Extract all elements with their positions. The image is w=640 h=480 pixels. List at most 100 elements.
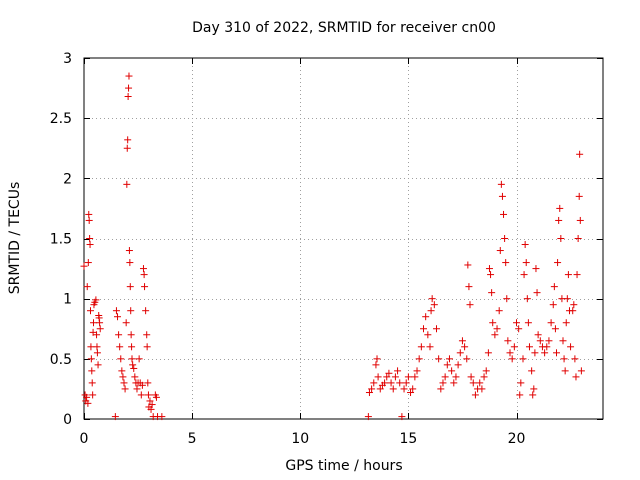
data-point [413, 367, 421, 375]
data-point [139, 265, 147, 273]
y-axis-label: SRMTID / TECUs [7, 182, 23, 295]
data-point [119, 373, 127, 381]
data-point [394, 367, 402, 375]
data-point [515, 325, 523, 333]
data-point [86, 235, 94, 242]
y-tick-label: 3 [63, 51, 72, 67]
data-point [117, 355, 125, 363]
data-point [524, 319, 532, 327]
data-point [411, 373, 419, 381]
data-point [404, 373, 412, 381]
data-point [504, 337, 512, 345]
chart-title: Day 310 of 2022, SRMTID for receiver cn0… [192, 20, 496, 36]
data-point [115, 331, 123, 339]
data-point [467, 373, 475, 381]
axes-ticks: 0 5 10 15 20 0 0.5 1 1.5 2 2.5 3 [50, 51, 603, 447]
data-point [482, 367, 490, 375]
data-point [543, 343, 551, 351]
data-point [437, 385, 445, 393]
data-point [520, 271, 528, 279]
data-point [443, 361, 451, 369]
data-point [128, 355, 136, 363]
data-point [550, 283, 558, 291]
data-point [531, 349, 539, 357]
data-point [86, 307, 94, 315]
data-point [495, 307, 503, 315]
data-point [135, 355, 143, 363]
data-point [525, 343, 533, 351]
data-point [400, 385, 408, 393]
data-point [456, 349, 464, 357]
data-point [547, 319, 555, 327]
x-tick-label: 10 [291, 431, 309, 447]
data-point [503, 295, 511, 303]
data-point [88, 379, 96, 387]
data-point [114, 313, 122, 321]
x-tick-label: 15 [399, 431, 417, 447]
data-point [488, 289, 496, 297]
data-point [84, 399, 92, 407]
data-point [87, 355, 95, 363]
data-point [143, 343, 151, 351]
data-point [516, 391, 524, 399]
y-tick-label: 2 [63, 171, 72, 187]
data-point [452, 373, 460, 381]
data-point [510, 343, 518, 351]
y-tick-label: 1 [63, 292, 72, 308]
data-point [125, 84, 133, 92]
data-point [569, 307, 577, 315]
data-point [387, 379, 395, 387]
data-point [466, 301, 474, 309]
data-point [493, 325, 501, 333]
data-point [428, 295, 436, 303]
data-point [571, 355, 579, 363]
data-point [498, 192, 506, 200]
data-point [465, 283, 473, 291]
data-point [517, 379, 525, 387]
data-point [491, 331, 499, 339]
data-point [142, 307, 150, 315]
y-tick-label: 0.5 [50, 352, 72, 368]
data-point [409, 385, 417, 393]
data-point [385, 369, 393, 377]
data-point [124, 93, 132, 101]
data-point [391, 373, 399, 381]
data-point [116, 343, 124, 351]
data-point [94, 361, 102, 369]
data-point [83, 283, 91, 291]
data-point [476, 379, 484, 387]
data-point [528, 367, 536, 375]
data-point [497, 180, 505, 188]
data-point [141, 283, 149, 291]
data-point [383, 373, 391, 381]
data-point [138, 381, 146, 389]
data-point [534, 331, 542, 339]
grid [84, 58, 603, 419]
data-point [381, 379, 389, 387]
data-point [573, 271, 581, 279]
data-point [484, 349, 492, 357]
y-tick-label: 2.5 [50, 111, 72, 127]
data-point [93, 343, 101, 351]
data-point [523, 295, 531, 303]
data-point [426, 343, 434, 351]
data-point [415, 355, 423, 363]
data-point [563, 295, 571, 303]
data-point [127, 307, 135, 315]
x-tick-label: 5 [188, 431, 197, 447]
data-point [147, 405, 155, 413]
data-point [130, 364, 138, 372]
data-point [121, 385, 129, 393]
data-point [480, 373, 488, 381]
data-point [422, 313, 430, 321]
data-point [485, 265, 493, 273]
data-point [427, 307, 435, 315]
data-point [370, 379, 378, 387]
data-point [564, 271, 572, 279]
data-point [111, 413, 119, 421]
data-point [435, 355, 443, 363]
data-point [567, 343, 575, 351]
data-point [376, 385, 384, 393]
y-tick-label: 1.5 [50, 232, 72, 248]
y-tick-label: 0 [63, 412, 72, 428]
